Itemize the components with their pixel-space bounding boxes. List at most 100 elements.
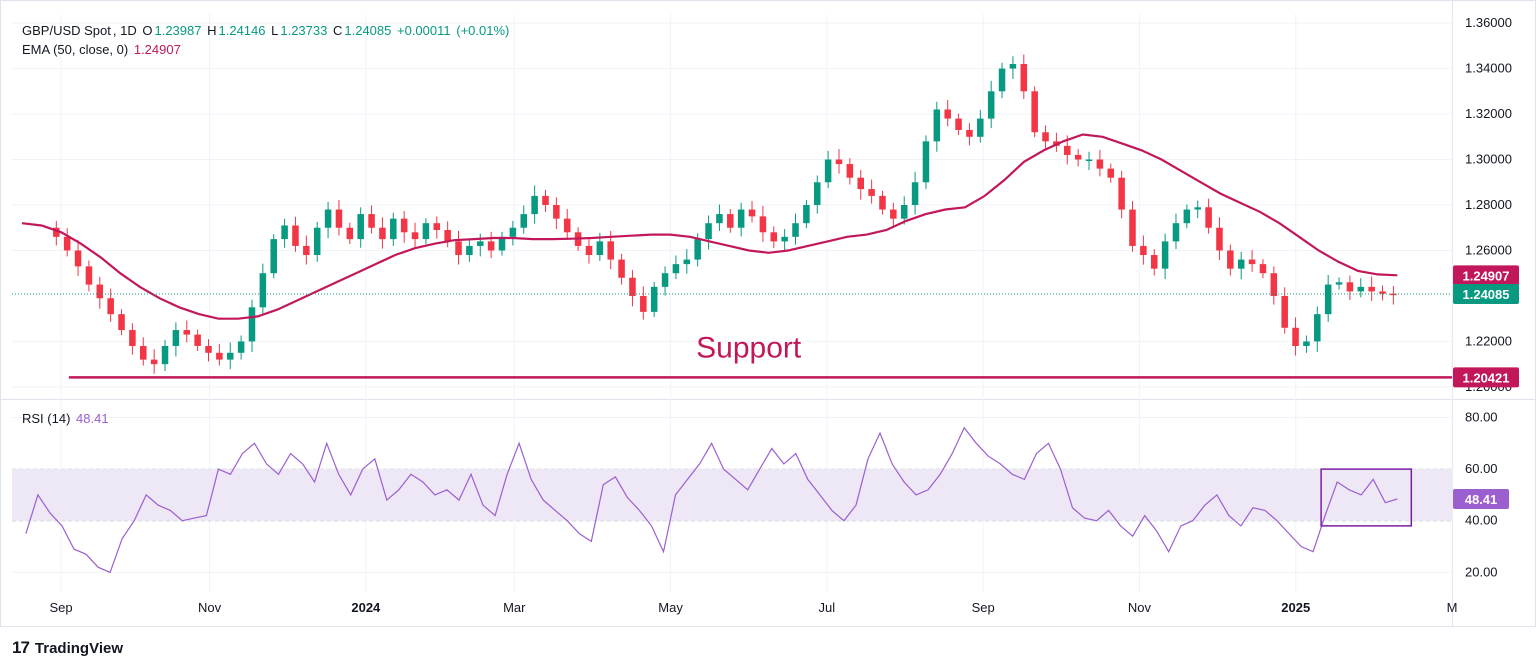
rsi-legend: RSI (14) 48.41 [22,411,111,426]
time-tick-label: Nov [1128,600,1152,615]
candle-body [694,239,701,260]
candle-body [672,264,680,274]
rsi-highlight-box [1320,468,1413,527]
ema-line [21,133,1398,320]
candle-body [553,205,560,219]
candle-body [716,214,723,224]
candle-body [813,182,821,205]
candle-body [1064,145,1071,155]
open-value: 1.23987 [154,23,202,38]
candle-body [183,330,191,335]
candle-body [53,227,60,237]
candle-body [998,68,1006,92]
support-annotation: Support [696,331,802,364]
candle-body [607,241,614,260]
candle-body [987,91,995,119]
time-tick-label: Nov [198,600,222,615]
price-tick-label: 1.34000 [1465,61,1512,76]
candle-body [890,209,897,219]
change-pct: (+0.01%) [456,23,510,38]
candle-body [346,227,354,240]
support-price-badge-bg [1453,367,1519,388]
candle-body [748,209,756,217]
candle-body [857,177,864,190]
candle-body [1281,295,1288,328]
candle-body [683,259,691,265]
candle-body [1074,154,1082,160]
rsi-value-badge: 48.41 [1465,492,1498,507]
price-legend: GBP/USD Spot, 1D O 1.23987 H 1.24146 L 1.23… [22,23,510,38]
price-tick-label: 1.32000 [1465,106,1512,121]
close-value: 1.24085 [344,23,392,38]
candle-body [1020,64,1028,92]
rsi-tick-label: 20.00 [1465,564,1498,579]
candle-body [1107,168,1115,178]
ema-label: EMA (50, close, 0) [22,42,129,57]
candle-body [792,223,799,237]
high-label: H [207,23,217,38]
candle-body [292,225,299,246]
rsi-value: 48.41 [76,411,109,426]
candle-body [824,159,832,183]
rsi-line [25,426,1398,574]
candle-body [444,230,451,242]
candle-body [498,236,506,251]
candle-body [1085,159,1093,162]
close-label: C [332,23,343,38]
candle-body [379,227,386,240]
candle-body [303,245,310,256]
candle-body [509,227,517,237]
ema-price-badge: 1.24907 [1463,268,1510,283]
candle-body [411,232,419,240]
candle-body [96,284,104,299]
candle-body [727,214,734,228]
ema-value: 1.24907 [133,42,181,57]
candle-body [900,205,908,219]
candle-body [63,236,71,251]
candle-body [324,209,332,228]
rsi-label: RSI (14) [22,411,71,426]
rsi-band [12,469,1452,521]
candle-body [107,298,114,315]
time-tick-label: May [658,600,683,615]
candle-body [933,109,941,142]
candle-body [1259,264,1267,274]
candle-body [281,225,288,240]
candle-body [455,241,462,256]
candle-body [846,164,854,178]
price-tick-label: 1.22000 [1465,333,1512,348]
candle-body [357,214,364,240]
candle-body [1031,91,1038,133]
candle-body [1390,293,1397,296]
tradingview-logo-icon: 17 [12,638,30,657]
rsi-tick-label: 80.00 [1465,409,1498,424]
candle-body [1270,273,1278,296]
candle-body [868,189,875,196]
candle-body [531,195,538,215]
time-tick-label: 2024 [351,600,381,615]
candle-body [161,345,169,365]
candle-body [237,341,245,353]
candle-body [1314,314,1321,342]
time-tick-label: Jul [819,600,836,615]
candle-body [313,227,321,256]
candle-body [618,259,625,278]
candle-body [400,218,408,233]
candle-body [74,250,82,267]
candle-body [1357,286,1365,292]
candle-body [270,239,277,274]
candle-body [835,159,843,165]
candle-body [650,286,658,312]
time-tick-label: M [1447,600,1458,615]
change-value: +0.00011 [397,23,451,38]
candle-body [226,352,234,360]
candle-body [466,245,473,256]
candle-body [1150,255,1158,269]
candle-body [770,232,778,242]
candle-body [85,266,93,285]
tradingview-brand[interactable]: 17 TradingView [12,638,123,658]
candle-body [1172,223,1180,242]
candle-body [705,223,712,240]
candle-body [140,345,147,360]
